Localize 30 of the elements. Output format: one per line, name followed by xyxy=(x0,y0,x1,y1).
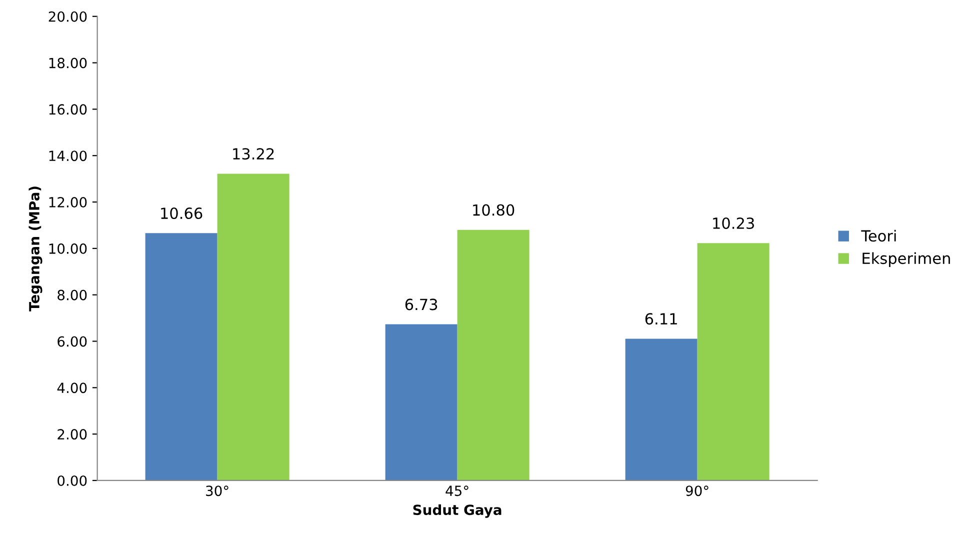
x-tick-label: 90° xyxy=(686,486,708,496)
y-tick-label: 10.00 xyxy=(49,243,87,254)
y-tick-label: 8.00 xyxy=(58,290,87,300)
bar xyxy=(145,233,218,480)
data-label: 10.23 xyxy=(713,217,754,230)
x-axis-title: Sudut Gaya xyxy=(413,504,502,518)
y-tick-label: 20.00 xyxy=(48,11,87,22)
legend-label: Teori xyxy=(861,230,896,242)
y-tick-label: 2.00 xyxy=(58,429,87,440)
y-tick-label: 4.00 xyxy=(57,382,87,394)
x-tick-label: 45° xyxy=(446,486,468,496)
bar xyxy=(697,243,770,480)
y-tick-label: 16.00 xyxy=(49,104,87,115)
data-label: 10.80 xyxy=(473,204,514,216)
data-label: 6.73 xyxy=(405,298,438,310)
y-tick-label: 12.00 xyxy=(49,196,87,208)
data-label: 6.11 xyxy=(645,313,677,325)
legend-label: Eksperimen xyxy=(862,252,950,268)
bar xyxy=(625,338,698,480)
bar xyxy=(217,174,290,480)
y-tick-label: 6.00 xyxy=(58,336,87,347)
bar xyxy=(457,230,530,480)
x-tick-label: 30° xyxy=(206,486,228,496)
y-axis-title: Tegangan (MPa) xyxy=(28,186,42,312)
data-label: 13.22 xyxy=(233,148,274,160)
bar xyxy=(385,324,458,480)
y-tick-label: 14.00 xyxy=(49,150,87,162)
data-label: 10.66 xyxy=(161,207,202,220)
y-tick-label: 0.00 xyxy=(58,475,87,486)
y-tick-label: 18.00 xyxy=(49,58,87,68)
